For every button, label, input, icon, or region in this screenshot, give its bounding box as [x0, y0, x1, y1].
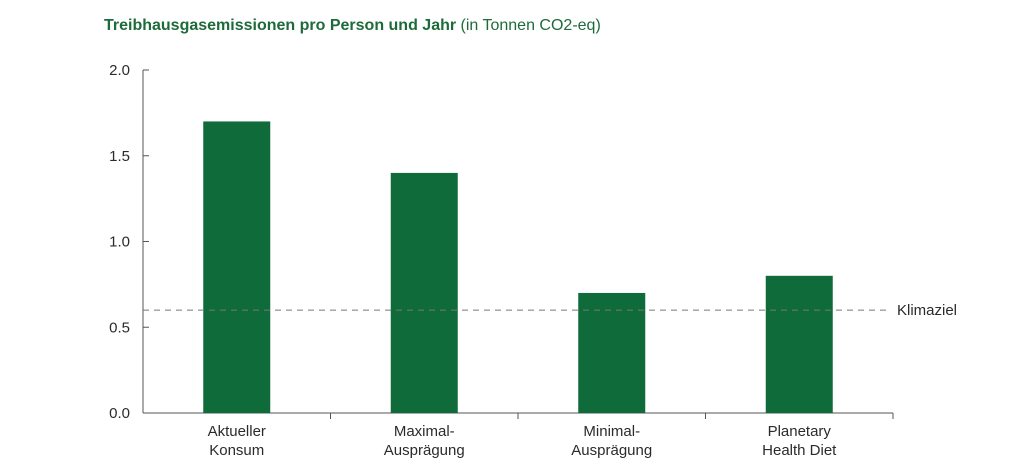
- y-tick-label: 0.0: [109, 405, 130, 422]
- x-category-label: Konsum: [209, 442, 264, 459]
- chart-subtitle: (in Tonnen CO2-eq): [460, 17, 601, 34]
- y-tick-label: 0.5: [109, 319, 130, 336]
- bar: [765, 275, 833, 413]
- y-tick-label: 1.0: [109, 234, 130, 251]
- chart-title: Treibhausgasemissionen pro Person und Ja…: [104, 17, 601, 35]
- x-category-label: Aktueller: [208, 423, 266, 440]
- y-tick-label: 2.0: [109, 62, 130, 79]
- x-category-label: Ausprägung: [384, 442, 465, 459]
- bar: [203, 121, 271, 413]
- x-category-label: Maximal-: [394, 423, 455, 440]
- bar: [578, 292, 646, 413]
- x-category-label: Planetary: [768, 423, 832, 440]
- x-category-label: Minimal-: [583, 423, 640, 440]
- chart-title-main: Treibhausgasemissionen pro Person und Ja…: [104, 17, 457, 34]
- bar: [390, 172, 458, 413]
- klimaziel-label: Klimaziel: [897, 302, 957, 319]
- x-category-label: Health Diet: [762, 442, 837, 459]
- y-tick-label: 1.5: [109, 148, 130, 165]
- x-category-label: Ausprägung: [571, 442, 652, 459]
